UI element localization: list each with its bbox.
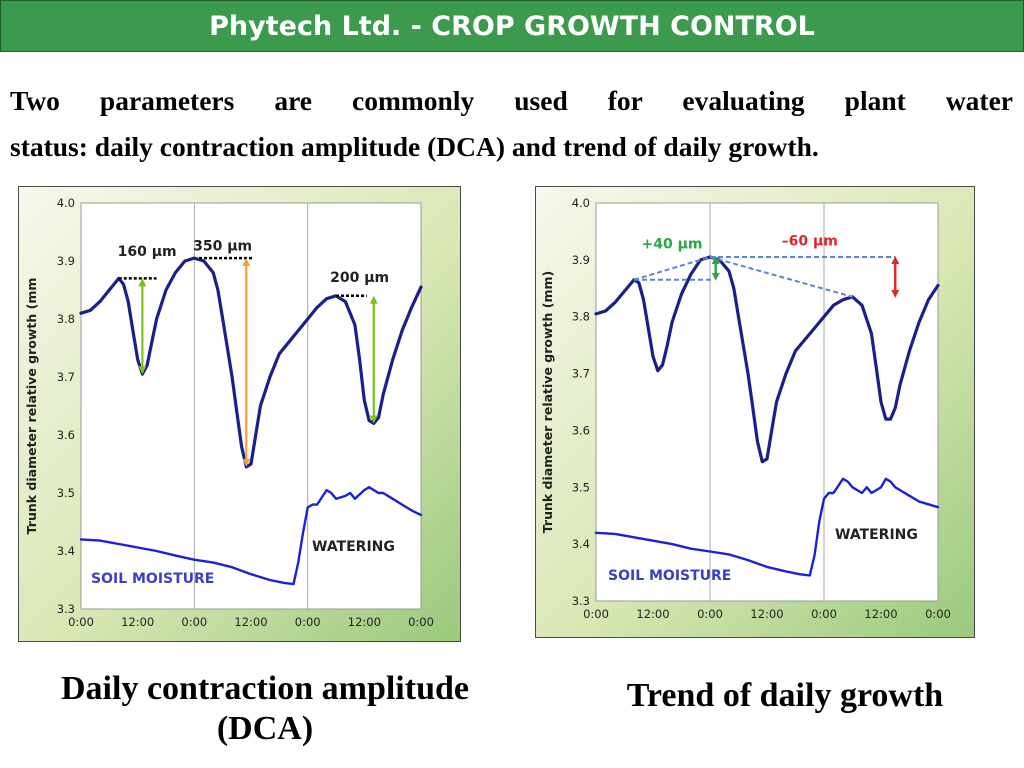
trunk-growth-line [594,255,940,464]
y-tick-label: 3.3 [572,594,590,608]
trend-connector-1 [633,256,711,281]
x-tick-label: 12:00 [636,607,669,621]
y-tick-label: 3.6 [572,423,590,437]
y-tick-label: 3.4 [57,544,75,558]
dca-amplitude-label: 350 µm [193,238,252,254]
y-tick-label: 3.6 [57,428,75,442]
x-tick-label: 12:00 [348,615,381,629]
trend-gain-label: +40 µm [642,236,703,252]
y-tick-label: 3.9 [572,253,590,267]
x-tick-label: 12:00 [121,615,154,629]
y-tick-label: 3.5 [57,486,75,500]
dca-chart-panel: 4.0 3.9 3.8 3.7 3.6 3.5 3.4 3.3 0:00 12:00 0:00 12:… [18,186,461,642]
soil-moisture-line [594,477,940,577]
y-tick-label: 3.8 [572,310,590,324]
trend-chart: 4.03.93.83.73.63.53.43.30:00 12:00 0:00 12:… [540,196,951,621]
x-tick-label: 0:00 [811,607,837,621]
x-tick-label: 0:00 [408,615,434,629]
dca-chart: 4.03.93.83.73.63.53.43.30:00 12:00 0:00 12:… [24,196,434,629]
intro-line-2: status: daily contraction amplitude (DCA… [10,131,819,162]
dca-caption: Daily contraction amplitude (DCA) [10,669,520,749]
watering-tag: WATERING [835,527,918,543]
y-axis-label: Trunk diameter relative growth (mm [24,278,39,535]
y-tick-label: 3.7 [572,367,590,381]
trend-connector-2 [709,256,853,298]
y-tick-label: 3.7 [57,370,75,384]
x-tick-label: 12:00 [234,615,267,629]
dca-amplitude-label: 160 µm [118,244,177,260]
y-tick-label: 3.4 [572,537,590,551]
page-title: Phytech Ltd. - CROP GROWTH CONTROL [209,10,815,42]
x-tick-label: 12:00 [864,607,897,621]
y-tick-label: 4.0 [57,196,75,210]
y-tick-label: 3.8 [57,312,75,326]
y-tick-label: 3.5 [572,480,590,494]
intro-paragraph: Two parameters are commonly used for eva… [10,78,1013,170]
trend-loss-label: –60 µm [782,234,838,250]
x-tick-label: 0:00 [181,615,207,629]
x-tick-label: 12:00 [750,607,783,621]
y-tick-label: 4.0 [572,196,590,210]
soil-moisture-tag: SOIL MOISTURE [608,568,731,584]
y-axis-label: Trunk diameter relative growth (mm) [540,271,555,533]
watering-tag: WATERING [312,539,395,555]
dca-caption-line-2: (DCA) [216,710,314,747]
x-tick-label: 0:00 [697,607,723,621]
y-tick-label: 3.9 [57,254,75,268]
x-tick-label: 0:00 [68,615,94,629]
trend-caption: Trend of daily growth [626,677,944,714]
y-tick-label: 3.3 [57,602,75,616]
trend-chart-panel: 4.0 3.9 3.8 3.7 3.6 3.5 3.4 3.3 0:00 12:00 0:00 12:… [535,186,975,638]
x-tick-label: 0:00 [583,607,609,621]
soil-moisture-line [79,486,423,586]
dca-caption-line-1: Daily contraction amplitude [61,670,469,707]
dca-amplitude-label: 200 µm [330,270,389,286]
x-tick-label: 0:00 [925,607,951,621]
title-bar: Phytech Ltd. - CROP GROWTH CONTROL [0,0,1024,52]
intro-line-1: Two parameters are commonly used for eva… [10,85,1013,116]
x-tick-label: 0:00 [295,615,321,629]
soil-moisture-tag: SOIL MOISTURE [91,571,214,587]
